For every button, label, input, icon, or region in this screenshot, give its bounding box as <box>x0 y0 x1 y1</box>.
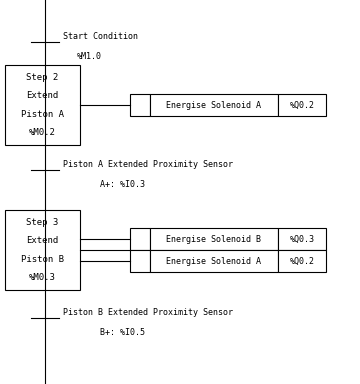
FancyBboxPatch shape <box>278 250 326 272</box>
FancyBboxPatch shape <box>5 65 80 145</box>
Text: Extend: Extend <box>26 91 59 100</box>
Text: %Q0.3: %Q0.3 <box>289 235 315 243</box>
Text: Piston B Extended Proximity Sensor: Piston B Extended Proximity Sensor <box>63 308 233 317</box>
Text: Start Condition: Start Condition <box>63 32 138 41</box>
Text: Extend: Extend <box>26 236 59 245</box>
FancyBboxPatch shape <box>278 94 326 116</box>
Text: %Q0.2: %Q0.2 <box>289 257 315 265</box>
Text: A+: %I0.3: A+: %I0.3 <box>100 180 145 189</box>
Text: Step 3: Step 3 <box>26 218 59 227</box>
FancyBboxPatch shape <box>278 228 326 250</box>
FancyBboxPatch shape <box>130 250 150 272</box>
Text: Piston B: Piston B <box>21 255 64 264</box>
Text: %Q0.2: %Q0.2 <box>289 101 315 109</box>
FancyBboxPatch shape <box>5 210 80 290</box>
Text: Energise Solenoid A: Energise Solenoid A <box>166 101 261 109</box>
Text: Energise Solenoid A: Energise Solenoid A <box>166 257 261 265</box>
FancyBboxPatch shape <box>130 228 150 250</box>
FancyBboxPatch shape <box>150 94 278 116</box>
Text: %M0.2: %M0.2 <box>29 128 56 137</box>
Text: Piston A Extended Proximity Sensor: Piston A Extended Proximity Sensor <box>63 160 233 169</box>
FancyBboxPatch shape <box>150 250 278 272</box>
Text: B+: %I0.5: B+: %I0.5 <box>100 328 145 337</box>
Text: Step 2: Step 2 <box>26 73 59 81</box>
Text: %M0.3: %M0.3 <box>29 273 56 282</box>
FancyBboxPatch shape <box>130 94 150 116</box>
FancyBboxPatch shape <box>150 228 278 250</box>
Text: Piston A: Piston A <box>21 110 64 119</box>
Text: Energise Solenoid B: Energise Solenoid B <box>166 235 261 243</box>
Text: %M1.0: %M1.0 <box>77 52 102 61</box>
